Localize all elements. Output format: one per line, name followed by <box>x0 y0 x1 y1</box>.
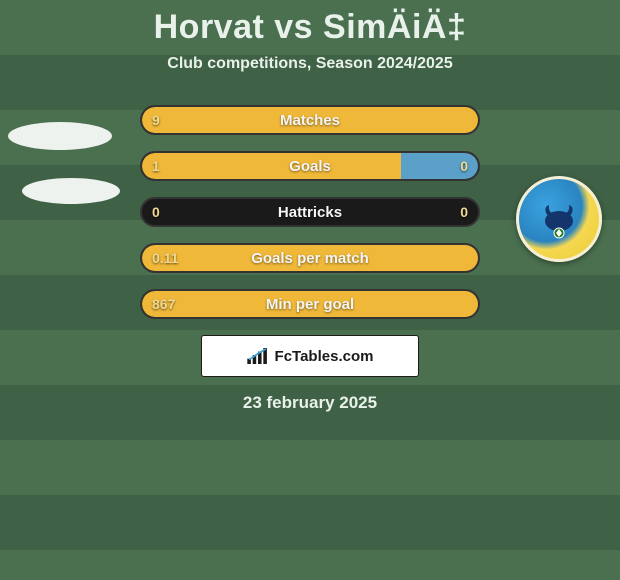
date-label: 23 february 2025 <box>0 393 620 413</box>
player2-value: 0 <box>460 197 468 227</box>
player1-value: 1 <box>152 151 160 181</box>
stat-bar: Min per goal <box>140 289 480 319</box>
player2-value: 0 <box>460 151 468 181</box>
stat-label: Hattricks <box>142 199 478 225</box>
content-container: Horvat vs SimÄiÄ‡ Club competitions, Sea… <box>0 0 620 580</box>
subtitle: Club competitions, Season 2024/2025 <box>0 55 620 73</box>
player1-value: 9 <box>152 105 160 135</box>
stat-row: Hattricks0 0 <box>0 197 620 227</box>
stat-label: Matches <box>142 107 478 133</box>
stat-row: Goals1 0 <box>0 151 620 181</box>
player1-value: 867 <box>152 289 175 319</box>
stat-bar: Goals per match <box>140 243 480 273</box>
source-attribution[interactable]: FcTables.com <box>201 335 419 377</box>
stat-row: Matches9 <box>0 105 620 135</box>
stat-row: Goals per match0.11 <box>0 243 620 273</box>
stat-label: Min per goal <box>142 291 478 317</box>
barchart-icon <box>247 348 269 364</box>
stat-bar: Goals <box>140 151 480 181</box>
stat-bar: Matches <box>140 105 480 135</box>
page-title: Horvat vs SimÄiÄ‡ <box>0 8 620 47</box>
player1-value: 0 <box>152 197 160 227</box>
stat-label: Goals per match <box>142 245 478 271</box>
stat-bar: Hattricks <box>140 197 480 227</box>
stat-label: Goals <box>142 153 478 179</box>
player1-value: 0.11 <box>152 243 178 273</box>
stat-row: Min per goal867 <box>0 289 620 319</box>
source-label: FcTables.com <box>275 348 374 365</box>
